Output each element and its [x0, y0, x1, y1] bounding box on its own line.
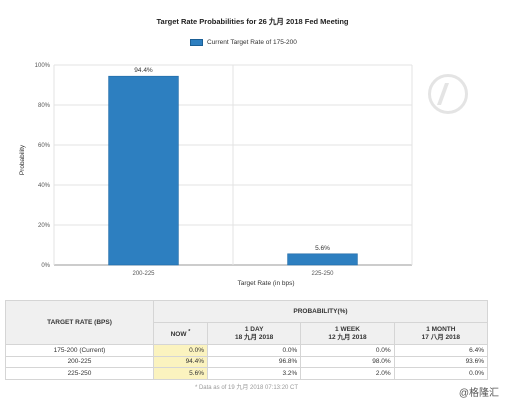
x-axis-label: Target Rate (in bps) — [237, 280, 294, 287]
chart-title: Target Rate Probabilities for 26 九月 2018… — [156, 17, 349, 26]
legend[interactable]: Current Target Rate of 175-200 — [190, 39, 297, 46]
grid-lines — [53, 64, 413, 266]
cell-rate: 200-225 — [5, 355, 154, 368]
y-tick-labels: 0% 20% 40% 60% 80% 100% — [35, 63, 51, 269]
x-tick-labels: 200-225 225-250 — [132, 271, 334, 277]
bar — [108, 75, 179, 266]
cell-now: 94.4% — [153, 355, 208, 368]
cell-1-day: 96.8% — [206, 355, 302, 368]
y-tick-label: 40% — [38, 183, 51, 189]
table-row: 225-250 5.6% 3.2% 2.0% 0.0% — [5, 367, 489, 380]
col-header-target-rate: TARGET RATE (BPS) — [5, 300, 154, 345]
cell-now: 0.0% — [153, 344, 208, 357]
y-tick-label: 60% — [38, 143, 51, 149]
sub-col-now: NOW * — [153, 322, 208, 345]
data-timestamp-footnote: * Data as of 19 九月 2018 07:13:20 CT — [194, 384, 299, 391]
bars: 94.4% 5.6% — [108, 67, 358, 266]
cell-now: 5.6% — [153, 367, 208, 380]
cell-1-day: 0.0% — [206, 344, 302, 357]
cell-1-week: 2.0% — [300, 367, 395, 380]
col-header-probability: PROBABILITY(%) — [153, 300, 488, 323]
table-row: 175-200 (Current) 0.0% 0.0% 0.0% 6.4% — [5, 344, 489, 357]
y-tick-label: 20% — [38, 223, 51, 229]
y-tick-label: 80% — [38, 103, 51, 109]
cell-rate: 225-250 — [5, 367, 154, 380]
watermark-text: @格隆汇 — [458, 388, 499, 399]
cell-rate: 175-200 (Current) — [5, 344, 154, 357]
table-row: 200-225 94.4% 96.8% 98.0% 93.6% — [5, 355, 489, 368]
cell-1-month: 6.4% — [393, 344, 489, 357]
cell-1-week: 98.0% — [300, 355, 395, 368]
probability-table: TARGET RATE (BPS) PROBABILITY(%) NOW * 1… — [5, 300, 489, 391]
legend-swatch — [190, 39, 203, 46]
x-tick-label: 200-225 — [132, 271, 155, 277]
bar-chart: 0% 20% 40% 60% 80% 100% 94.4% 5.6% 200-225 225-… — [19, 63, 413, 287]
cell-1-month: 93.6% — [393, 355, 489, 368]
y-tick-label: 100% — [35, 63, 51, 69]
sub-col-1-week: 1 WEEK 12 九月 2018 — [300, 322, 395, 345]
data-label: 94.4% — [134, 67, 153, 74]
chart-panel: Target Rate Probabilities for 26 九月 2018… — [4, 2, 501, 294]
x-tick-label: 225-250 — [311, 271, 334, 277]
watermark-logo-icon — [428, 74, 468, 114]
sub-col-1-day: 1 DAY 18 九月 2018 — [206, 322, 302, 345]
data-label: 5.6% — [315, 245, 330, 252]
cell-1-month: 0.0% — [393, 367, 489, 380]
sub-col-1-month: 1 MONTH 17 八月 2018 — [393, 322, 489, 345]
cell-1-week: 0.0% — [300, 344, 395, 357]
bar — [287, 253, 358, 266]
y-axis-label: Probability — [19, 144, 26, 175]
cell-1-day: 3.2% — [206, 367, 302, 380]
y-tick-label: 0% — [41, 263, 50, 269]
legend-label: Current Target Rate of 175-200 — [207, 39, 297, 46]
